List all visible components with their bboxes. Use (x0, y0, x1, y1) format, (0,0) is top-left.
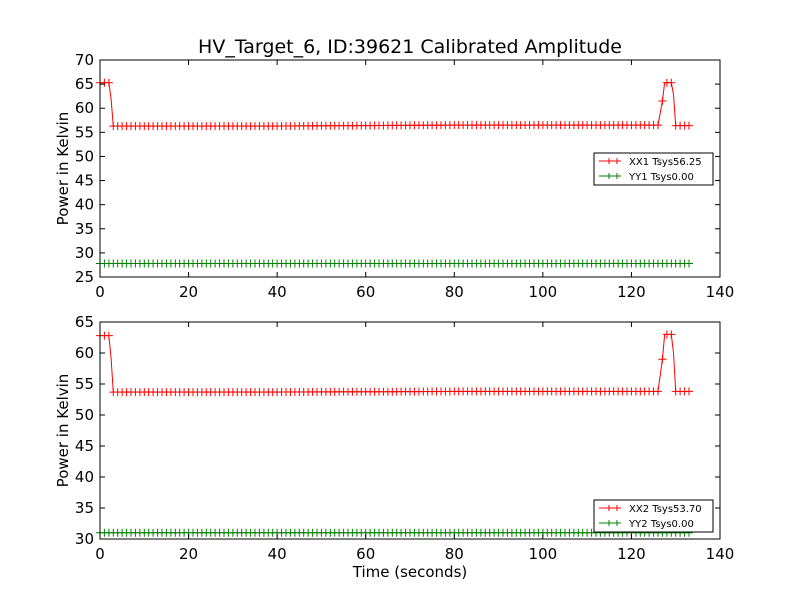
y-tick-label: 30 (75, 244, 94, 262)
x-tick-label: 100 (529, 545, 558, 563)
y-tick-label: 35 (75, 499, 94, 517)
legend-entry: XX1 Tsys56.25 (629, 157, 702, 168)
y-tick-label: 40 (75, 196, 94, 214)
x-tick-label: 100 (529, 283, 558, 301)
x-tick-label: 80 (445, 283, 464, 301)
plot-frame (99, 59, 721, 278)
legend-swatch-marker (606, 505, 620, 511)
y-tick-label: 35 (75, 220, 94, 238)
legend-entry: XX2 Tsys53.70 (629, 504, 702, 515)
legend-swatch-marker (606, 158, 620, 164)
legend-box (593, 499, 714, 533)
chart-title: HV_Target_6, ID:39621 Calibrated Amplitu… (198, 36, 622, 58)
x-axis-label: Time (seconds) (352, 563, 468, 581)
x-tick-label: 0 (95, 545, 105, 563)
x-tick-label: 140 (706, 545, 735, 563)
y-tick-label: 70 (75, 51, 94, 69)
x-tick-label: 60 (356, 283, 375, 301)
x-tick-label: 20 (179, 545, 198, 563)
x-tick-label: 120 (617, 283, 646, 301)
legend-swatch-marker (606, 173, 620, 179)
x-tick-label: 120 (617, 545, 646, 563)
y-tick-label: 65 (75, 75, 94, 93)
legend-entry: YY2 Tsys0.00 (628, 519, 694, 530)
legend-entry: YY1 Tsys0.00 (628, 172, 694, 183)
plot-frame (99, 321, 721, 540)
y-tick-label: 55 (75, 123, 94, 141)
y-axis-label: Power in Kelvin (54, 374, 72, 488)
x-tick-label: 40 (268, 283, 287, 301)
y-tick-label: 30 (75, 530, 94, 548)
legend-box (593, 152, 714, 186)
legend-swatch-marker (606, 520, 620, 526)
y-tick-label: 45 (75, 172, 94, 190)
y-tick-label: 60 (75, 99, 94, 117)
y-tick-label: 55 (75, 375, 94, 393)
y-axis-label: Power in Kelvin (54, 112, 72, 226)
x-tick-label: 40 (268, 545, 287, 563)
y-tick-label: 50 (75, 147, 94, 165)
y-tick-label: 50 (75, 406, 94, 424)
y-tick-label: 65 (75, 313, 94, 331)
x-tick-label: 140 (706, 283, 735, 301)
x-tick-label: 0 (95, 283, 105, 301)
y-tick-label: 60 (75, 344, 94, 362)
y-tick-label: 45 (75, 437, 94, 455)
x-tick-label: 80 (445, 545, 464, 563)
y-tick-label: 40 (75, 468, 94, 486)
x-tick-label: 60 (356, 545, 375, 563)
y-tick-label: 25 (75, 268, 94, 286)
x-tick-label: 20 (179, 283, 198, 301)
